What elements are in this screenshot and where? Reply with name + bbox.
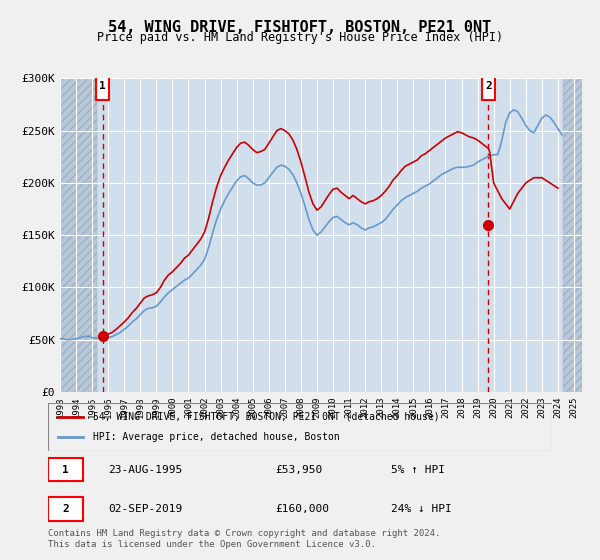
- Text: 5% ↑ HPI: 5% ↑ HPI: [391, 465, 445, 475]
- FancyBboxPatch shape: [48, 458, 83, 481]
- Text: £53,950: £53,950: [275, 465, 322, 475]
- FancyBboxPatch shape: [96, 69, 109, 100]
- Text: 02-SEP-2019: 02-SEP-2019: [109, 504, 183, 514]
- Text: 54, WING DRIVE, FISHTOFT, BOSTON, PE21 0NT (detached house): 54, WING DRIVE, FISHTOFT, BOSTON, PE21 0…: [94, 412, 440, 422]
- FancyBboxPatch shape: [48, 497, 83, 521]
- Text: 1: 1: [99, 81, 106, 91]
- Text: 24% ↓ HPI: 24% ↓ HPI: [391, 504, 451, 514]
- Text: 54, WING DRIVE, FISHTOFT, BOSTON, PE21 0NT: 54, WING DRIVE, FISHTOFT, BOSTON, PE21 0…: [109, 20, 491, 35]
- Text: 1: 1: [62, 465, 69, 475]
- Text: Price paid vs. HM Land Registry's House Price Index (HPI): Price paid vs. HM Land Registry's House …: [97, 31, 503, 44]
- Text: £160,000: £160,000: [275, 504, 329, 514]
- Text: 2: 2: [485, 81, 492, 91]
- FancyBboxPatch shape: [482, 69, 494, 100]
- Text: 2: 2: [62, 504, 69, 514]
- Text: 23-AUG-1995: 23-AUG-1995: [109, 465, 183, 475]
- Text: Contains HM Land Registry data © Crown copyright and database right 2024.
This d: Contains HM Land Registry data © Crown c…: [48, 529, 440, 549]
- Text: HPI: Average price, detached house, Boston: HPI: Average price, detached house, Bost…: [94, 432, 340, 442]
